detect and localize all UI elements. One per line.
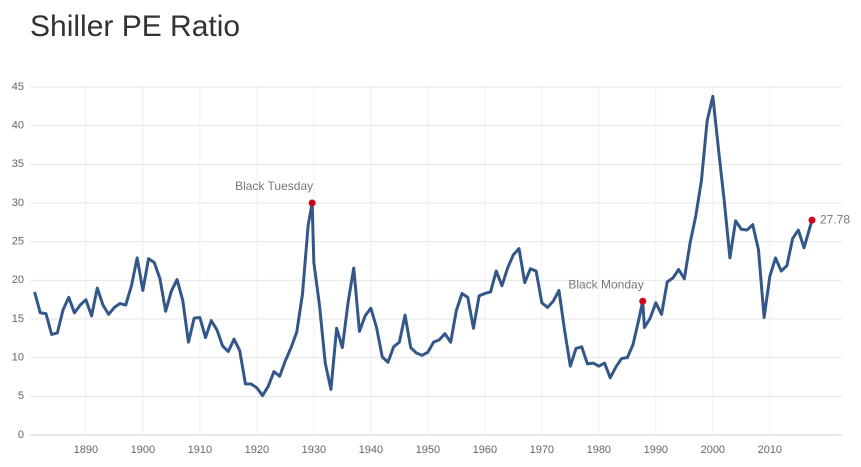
x-tick-label: 1890: [74, 444, 98, 456]
annotation-label: 27.78: [820, 212, 850, 226]
x-tick-label: 1980: [587, 444, 611, 456]
y-tick-label: 30: [12, 197, 24, 209]
annotation-label: Black Monday: [568, 277, 643, 291]
x-tick-label: 1940: [359, 444, 383, 456]
chart-title: Shiller PE Ratio: [30, 10, 240, 43]
annotation-label: Black Tuesday: [235, 179, 313, 193]
x-tick-label: 1960: [473, 444, 497, 456]
y-tick-label: 20: [12, 274, 24, 286]
annotation-marker: [808, 216, 816, 224]
y-tick-label: 5: [18, 390, 24, 402]
x-tick-label: 1970: [530, 444, 554, 456]
line: [33, 94, 814, 398]
x-tick-label: 2010: [758, 444, 782, 456]
x-tick-label: 1930: [302, 444, 326, 456]
y-tick-label: 10: [12, 352, 24, 364]
y-tick-label: 35: [12, 158, 24, 170]
y-tick-label: 45: [12, 81, 24, 93]
y-tick-label: 40: [12, 120, 24, 132]
y-tick-label: 15: [12, 313, 24, 325]
x-tick-label: 1900: [131, 444, 155, 456]
annotation-marker: [308, 199, 316, 207]
y-tick-label: 25: [12, 236, 24, 248]
x-tick-label: 1990: [644, 444, 668, 456]
x-tick-label: 2000: [701, 444, 725, 456]
y-tick-label: 0: [18, 429, 24, 441]
x-tick-label: 1950: [416, 444, 440, 456]
x-tick-label: 1910: [188, 444, 212, 456]
x-tick-label: 1920: [245, 444, 269, 456]
annotation-marker: [639, 297, 647, 305]
